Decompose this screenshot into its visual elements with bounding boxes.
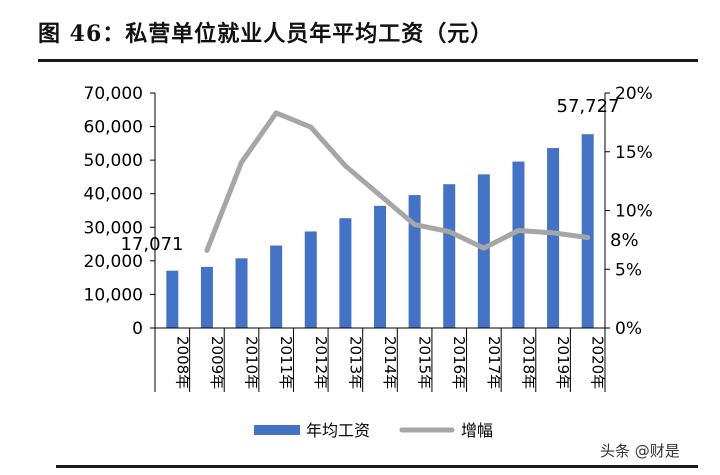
label-2008: 17,071 xyxy=(121,234,184,255)
title-underline xyxy=(38,59,698,62)
x-tick-0: 2008年 xyxy=(173,336,191,389)
bar-5 xyxy=(339,218,352,328)
growth-line xyxy=(204,110,591,253)
y-left-tick-6: 60,000 xyxy=(84,118,143,138)
bar-12 xyxy=(581,134,594,328)
bar-8 xyxy=(443,184,456,328)
bar-2 xyxy=(235,258,248,328)
x-tick-10: 2018年 xyxy=(519,336,537,389)
y-right-tick-0: 0% xyxy=(615,319,642,339)
x-tick-3: 2011年 xyxy=(277,336,295,389)
y-left-tick-2: 20,000 xyxy=(84,252,143,272)
y-left-tick-5: 50,000 xyxy=(84,151,143,171)
y-left-tick-7: 70,000 xyxy=(84,84,143,104)
legend-label-line: 增幅 xyxy=(461,421,493,440)
bar-6 xyxy=(374,205,386,328)
chart-title: 图 46：私营单位就业人员年平均工资（元） xyxy=(38,21,494,47)
label-growth-2020: 8% xyxy=(610,230,639,251)
x-tick-1: 2009年 xyxy=(208,336,226,389)
bar-10 xyxy=(512,161,525,328)
bar-9 xyxy=(477,174,490,328)
x-tick-2: 2010年 xyxy=(243,336,261,389)
y-left-tick-4: 40,000 xyxy=(84,185,143,205)
label-2020: 57,727 xyxy=(557,96,620,117)
bar-0 xyxy=(166,270,179,328)
y-right-tick-3: 15% xyxy=(615,143,653,163)
x-tick-4: 2012年 xyxy=(312,336,330,389)
y-left-tick-1: 10,000 xyxy=(84,285,143,305)
x-tick-11: 2019年 xyxy=(554,336,572,389)
x-tick-5: 2013年 xyxy=(346,336,364,389)
legend-label-bar: 年均工资 xyxy=(306,421,370,440)
y-left-tick-0: 0 xyxy=(132,319,143,339)
x-tick-6: 2014年 xyxy=(381,336,399,389)
x-tick-12: 2020年 xyxy=(589,336,607,389)
bar-1 xyxy=(200,266,213,328)
x-tick-9: 2017年 xyxy=(485,336,503,389)
x-tick-7: 2015年 xyxy=(416,336,434,389)
bar-11 xyxy=(547,148,560,328)
y-right-tick-4: 20% xyxy=(615,84,653,104)
bar-7 xyxy=(408,195,421,328)
y-right-tick-2: 10% xyxy=(615,202,653,222)
bottom-rule xyxy=(56,465,698,468)
x-tick-8: 2016年 xyxy=(450,336,468,389)
bar-3 xyxy=(270,245,283,328)
y-left-tick-3: 30,000 xyxy=(84,218,143,238)
bar-4 xyxy=(304,231,317,328)
watermark: 头条 @财是 xyxy=(600,442,680,460)
legend-swatch-bar xyxy=(254,425,300,435)
y-right-tick-1: 5% xyxy=(615,260,642,280)
